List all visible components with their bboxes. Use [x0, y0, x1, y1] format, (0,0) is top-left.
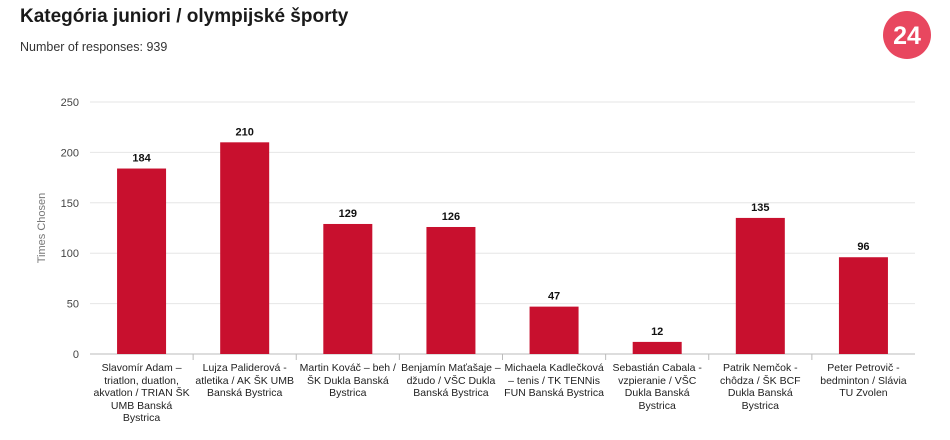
y-tick-label: 200 [61, 147, 79, 159]
y-axis-label: Times Chosen [36, 193, 48, 264]
data-label: 12 [651, 326, 663, 338]
y-tick-label: 0 [73, 349, 79, 361]
data-label: 96 [857, 241, 869, 253]
bar [117, 168, 167, 354]
x-tick-label: Slavomír Adam – triatlon, duatlon, akvat… [93, 362, 190, 424]
data-label: 184 [132, 153, 151, 165]
x-tick-label: Benjamín Maťašaje – džudo / VŠC Dukla Ba… [401, 362, 501, 399]
bar [632, 341, 682, 354]
logo-text: 24 [893, 22, 921, 50]
data-label: 47 [548, 291, 560, 303]
x-tick-label: Michaela Kadlečková – tenis / TK TENNis … [504, 362, 604, 399]
y-tick-label: 100 [61, 248, 79, 260]
x-tick-label: Peter Petrovič - bedminton / Slávia TU Z… [820, 362, 907, 399]
chart-title: Kategória juniori / olympijské športy [20, 6, 349, 27]
x-tick-label: Lujza Paliderová - atletika / AK ŠK UMB … [195, 362, 294, 399]
bar [735, 217, 785, 354]
x-tick-label: Sebastián Cabala - vzpieranie / VŠC Dukl… [612, 362, 702, 412]
data-label: 135 [751, 202, 769, 214]
y-tick-label: 250 [61, 97, 79, 109]
y-tick-label: 150 [61, 198, 79, 210]
bar [838, 257, 888, 354]
data-label: 129 [339, 208, 357, 220]
responses-count: Number of responses: 939 [20, 40, 168, 54]
bar [220, 142, 270, 354]
y-tick-label: 50 [67, 299, 79, 311]
bar [529, 306, 579, 354]
brand-logo: 24 [883, 11, 931, 59]
bar [426, 226, 476, 354]
bar [323, 223, 373, 354]
data-label: 210 [236, 126, 254, 138]
data-label: 126 [442, 211, 460, 223]
x-tick-label: Patrik Nemčok - chôdza / ŠK BCF Dukla Ba… [720, 362, 801, 412]
x-tick-label: Martin Kováč – beh / ŠK Dukla Banská Bys… [299, 362, 396, 399]
logo-circle [883, 11, 931, 59]
